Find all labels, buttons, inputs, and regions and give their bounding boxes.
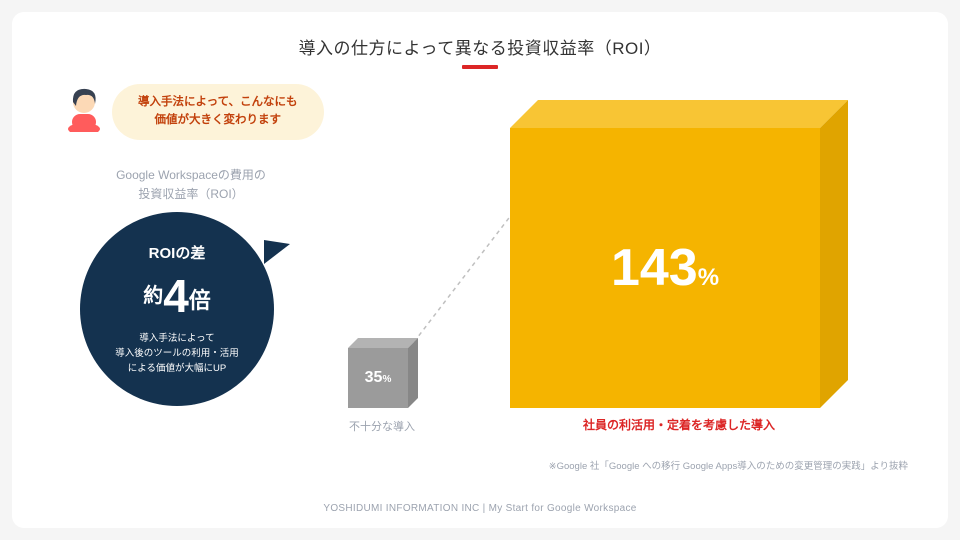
roi-bubble-value: 約4倍	[143, 269, 211, 323]
cube-small-value: 35%	[365, 369, 392, 387]
cube-small-front: 35%	[348, 348, 408, 408]
roi-bubble-desc: 導入手法によって 導入後のツールの利用・活用 による価値が大幅にUP	[115, 331, 239, 377]
cube-small-unit: %	[382, 374, 391, 385]
footer-text: YOSHIDUMI INFORMATION INC | My Start for…	[12, 503, 948, 514]
cube-small: 35%	[348, 338, 418, 408]
title-underline	[462, 65, 498, 69]
roi-bubble-heading: ROIの差	[149, 242, 206, 263]
speech-line-1: 導入手法によって、こんなにも	[138, 94, 298, 112]
roi-bubble-tail	[264, 240, 290, 264]
cube-large-top	[510, 100, 848, 128]
cube-large-unit: %	[698, 264, 719, 291]
slide-title: 導入の仕方によって異なる投資収益率（ROI）	[12, 34, 948, 59]
cube-large-number: 143	[611, 239, 698, 297]
avatar-icon	[64, 84, 104, 132]
cube-small-label: 不十分な導入	[332, 418, 432, 434]
roi-desc-2: 導入後のツールの利用・活用	[115, 346, 239, 361]
cube-small-top	[348, 338, 418, 348]
citation-text: ※Google 社「Google への移行 Google Apps導入のための変…	[549, 458, 908, 472]
speech-bubble: 導入手法によって、こんなにも 価値が大きく変わります	[112, 84, 324, 140]
cube-small-number: 35	[365, 369, 383, 386]
slide: 導入の仕方によって異なる投資収益率（ROI） 導入手法によって、こんなにも 価値…	[12, 12, 948, 528]
cube-large-front: 143%	[510, 128, 820, 408]
roi-caption-line-2: 投資収益率（ROI）	[106, 185, 276, 204]
cube-small-side	[408, 338, 418, 408]
roi-desc-1: 導入手法によって	[115, 331, 239, 346]
cube-large-side	[820, 100, 848, 408]
cube-large: 143%	[510, 100, 848, 408]
roi-prefix: 約	[143, 285, 163, 307]
roi-desc-3: による価値が大幅にUP	[115, 361, 239, 376]
roi-caption-line-1: Google Workspaceの費用の	[106, 166, 276, 185]
roi-suffix: 倍	[189, 288, 211, 313]
roi-bubble: ROIの差 約4倍 導入手法によって 導入後のツールの利用・活用 による価値が大…	[80, 212, 274, 406]
cube-large-label: 社員の利活用・定着を考慮した導入	[510, 416, 848, 433]
title-block: 導入の仕方によって異なる投資収益率（ROI）	[12, 12, 948, 69]
speech-line-2: 価値が大きく変わります	[138, 112, 298, 130]
roi-number: 4	[163, 270, 189, 322]
roi-caption: Google Workspaceの費用の 投資収益率（ROI）	[106, 166, 276, 203]
cube-large-value: 143%	[611, 238, 719, 298]
